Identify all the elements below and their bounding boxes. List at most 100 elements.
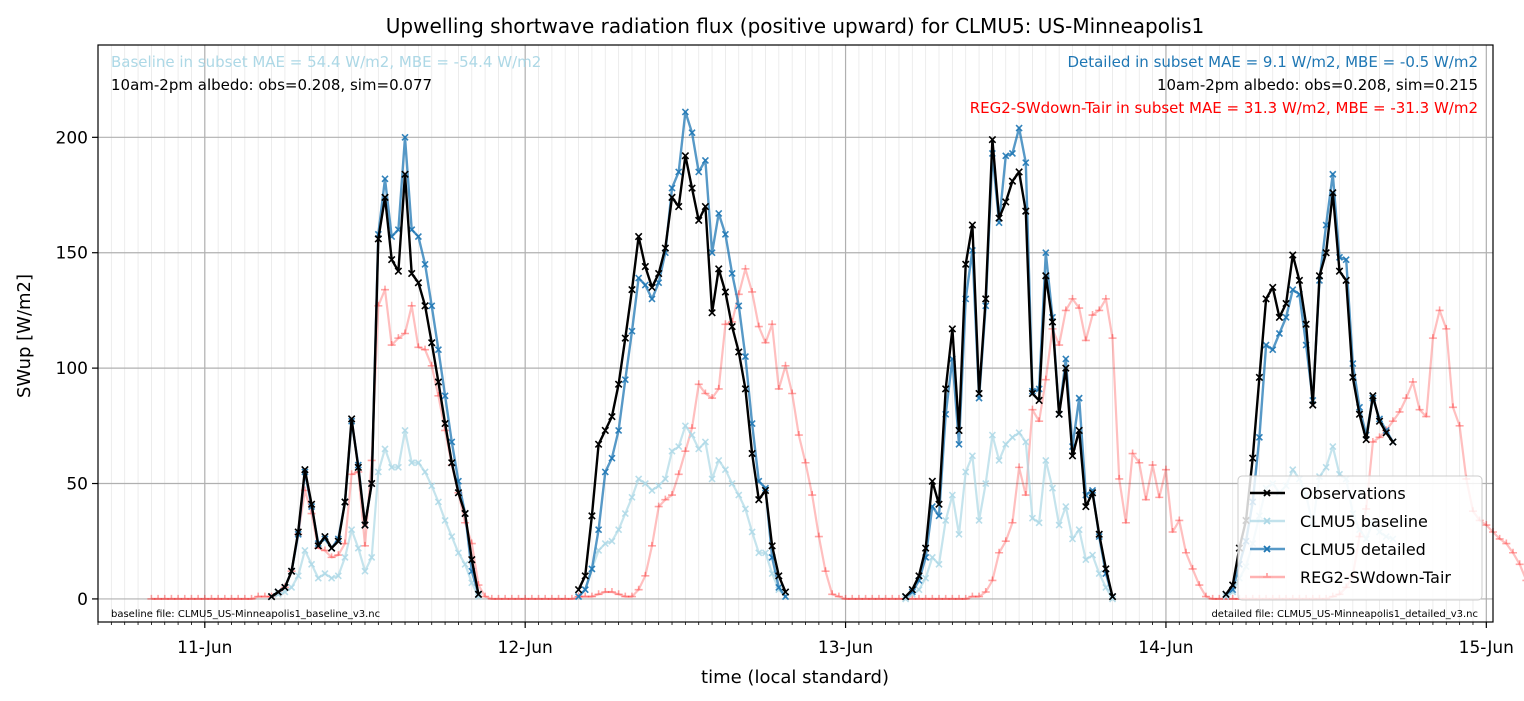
data-point-baseline [695, 445, 703, 453]
data-point-detailed [955, 440, 963, 448]
data-point-reg2 [154, 594, 163, 600]
data-point-observations [301, 465, 309, 474]
data-point-baseline [1329, 443, 1337, 451]
data-point-observations [988, 135, 997, 144]
data-point-observations [961, 260, 970, 269]
data-point-reg2 [1188, 564, 1197, 570]
data-point-observations [1068, 452, 1077, 460]
data-point-baseline [922, 574, 930, 582]
data-point-observations [654, 269, 663, 278]
data-point-observations [748, 449, 756, 458]
data-point-baseline [1008, 433, 1016, 441]
data-point-detailed [775, 583, 783, 591]
data-point-reg2 [854, 594, 863, 600]
data-point-reg2 [828, 590, 837, 596]
data-point-reg2 [207, 594, 216, 600]
data-point-detailed [1008, 149, 1016, 158]
data-point-observations [1329, 188, 1337, 197]
data-point-reg2 [641, 571, 650, 577]
data-point-reg2 [1228, 594, 1237, 600]
data-point-baseline [668, 447, 676, 455]
data-point-detailed [434, 346, 442, 354]
data-point-observations [908, 585, 917, 594]
data-point-reg2 [1148, 461, 1157, 466]
data-point-observations [1335, 267, 1344, 275]
data-point-detailed [668, 184, 676, 192]
data-point-reg2 [1121, 518, 1130, 524]
data-point-reg2 [888, 594, 897, 600]
data-point-reg2 [561, 594, 570, 600]
data-point-reg2 [320, 546, 329, 552]
data-point-reg2 [347, 470, 356, 476]
data-point-reg2 [247, 594, 256, 600]
data-point-reg2 [921, 594, 930, 600]
data-point-observations [1288, 251, 1297, 259]
y-tick-label: 100 [56, 359, 88, 379]
series-line-observations [270, 172, 480, 598]
data-point-reg2 [654, 502, 663, 508]
data-point-reg2 [427, 361, 436, 367]
data-point-reg2 [914, 594, 923, 600]
data-point-baseline [755, 549, 763, 557]
data-point-observations [1315, 272, 1324, 280]
data-point-baseline [708, 475, 716, 483]
data-point-baseline [681, 422, 689, 430]
data-point-observations [901, 592, 910, 601]
data-point-reg2 [334, 551, 343, 556]
data-point-reg2 [674, 470, 683, 476]
data-point-baseline [1068, 535, 1077, 543]
data-point-baseline [628, 493, 636, 501]
data-point-reg2 [861, 594, 870, 600]
data-point-observations [775, 572, 783, 580]
data-point-detailed [1002, 152, 1010, 160]
data-point-baseline [368, 553, 376, 561]
data-point-reg2 [894, 594, 903, 600]
data-point-reg2 [180, 594, 189, 600]
data-point-reg2 [1395, 407, 1404, 413]
legend-box [1237, 475, 1483, 601]
data-point-detailed [621, 376, 629, 384]
baseline-stats-annotation: Baseline in subset MAE = 54.4 W/m2, MBE … [111, 53, 541, 71]
data-point-observations [274, 588, 282, 596]
data-point-reg2 [360, 541, 369, 547]
data-point-observations [1035, 396, 1043, 405]
x-tick-label: 14-Jun [1138, 638, 1193, 658]
data-point-reg2 [554, 594, 563, 600]
legend-entry-baseline: CLMU5 baseline [1250, 512, 1428, 531]
data-point-observations [915, 572, 923, 580]
data-point-reg2 [1455, 421, 1464, 427]
data-point-reg2 [634, 585, 643, 591]
data-point-detailed [728, 269, 736, 278]
data-point-baseline [314, 574, 322, 582]
data-point-observations [728, 322, 736, 331]
data-point-observations [468, 555, 476, 564]
data-point-baseline [1055, 521, 1063, 529]
data-point-reg2 [988, 576, 997, 582]
data-point-observations [1082, 502, 1090, 511]
data-point-reg2 [421, 345, 430, 351]
data-point-observations [294, 528, 303, 536]
data-point-reg2 [167, 594, 176, 600]
data-point-reg2 [387, 341, 396, 346]
data-point-detailed [595, 526, 603, 534]
data-point-baseline [721, 466, 729, 474]
data-point-reg2 [1195, 581, 1204, 586]
data-point-baseline [988, 431, 996, 439]
data-point-observations [721, 288, 730, 296]
data-point-detailed [588, 565, 596, 573]
data-point-reg2 [581, 592, 590, 598]
data-point-observations [1001, 198, 1010, 206]
axes-layer: 11-Jun 12-Jun 13-Jun 14-Jun 15-Jun 0 50 100 150 2… [56, 44, 1514, 658]
data-point-reg2 [1428, 334, 1437, 339]
data-point-reg2 [1008, 518, 1017, 524]
data-point-baseline [1289, 466, 1297, 474]
data-point-observations [941, 385, 950, 393]
data-point-observations [1349, 373, 1357, 382]
data-point-detailed [1255, 433, 1263, 441]
data-point-reg2 [1021, 491, 1030, 496]
data-point-reg2 [401, 329, 410, 335]
data-point-reg2 [948, 594, 957, 600]
data-point-observations [701, 202, 710, 211]
data-point-baseline [1048, 484, 1057, 492]
baseline-albedo-annotation: 10am-2pm albedo: obs=0.208, sim=0.077 [111, 76, 432, 94]
